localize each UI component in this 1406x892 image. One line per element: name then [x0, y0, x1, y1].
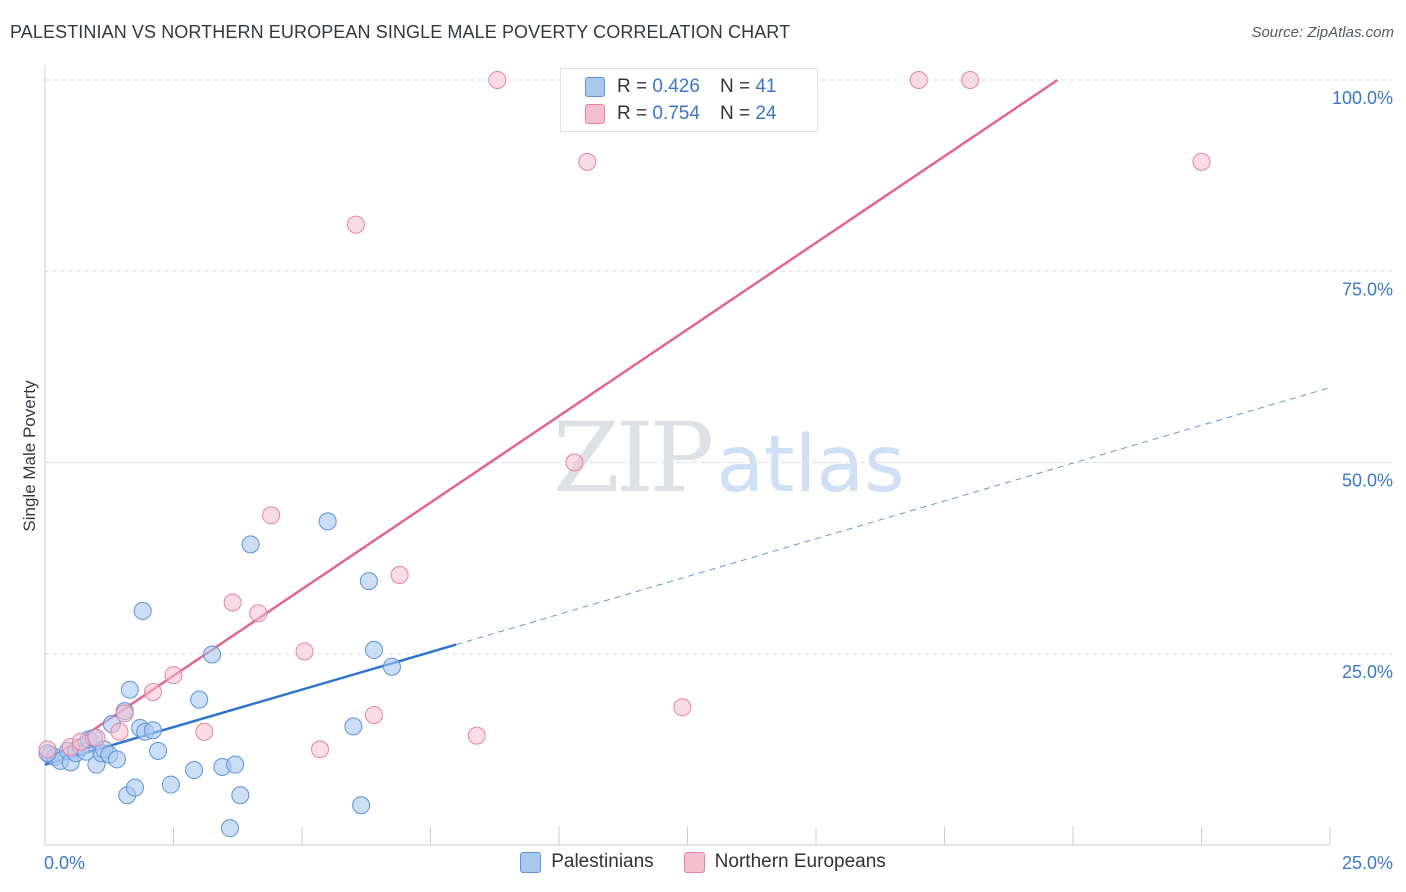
northern-europeans-point — [295, 642, 314, 661]
northern-europeans-legend-label: Northern Europeans — [714, 851, 886, 872]
y-tick-label: 25.0% — [1342, 662, 1393, 682]
palestinians-point — [359, 572, 378, 591]
northern-europeans-point — [578, 152, 597, 171]
palestinians-point — [143, 721, 162, 740]
northern-europeans-point — [390, 565, 409, 584]
northern-europeans-swatch — [585, 104, 605, 124]
source-label: Source: ZipAtlas.com — [1251, 24, 1394, 41]
palestinians-point — [382, 657, 401, 676]
chart-title: PALESTINIAN VS NORTHERN EUROPEAN SINGLE … — [10, 22, 791, 42]
x-tick-label: 0.0% — [44, 853, 85, 873]
northern-europeans-point — [1192, 152, 1211, 171]
legend-n-value: 41 — [755, 76, 777, 97]
legend-row-northern-europeans: R = 0.754 N = 24 — [585, 101, 776, 127]
northern-europeans-point — [364, 705, 383, 724]
palestinians-point — [107, 750, 126, 769]
northern-europeans-point — [87, 728, 106, 747]
northern-europeans-point — [909, 71, 928, 89]
northern-europeans-point — [143, 683, 162, 701]
northern-europeans-point — [223, 593, 242, 612]
palestinians-point — [190, 690, 209, 709]
northern-europeans-point — [110, 722, 129, 741]
stats-legend: R = 0.426 N = 41 R = 0.754 N = 24 — [560, 68, 818, 132]
legend-item-northern-europeans[interactable]: Northern Europeans — [683, 851, 886, 873]
northern-europeans-point — [262, 506, 281, 525]
palestinians-point — [364, 640, 383, 659]
northern-europeans-point — [467, 726, 486, 745]
axes — [44, 65, 1331, 846]
palestinians-point — [231, 786, 250, 805]
palestinians-point — [161, 775, 180, 794]
legend-item-palestinians[interactable]: Palestinians — [520, 851, 654, 873]
palestinians-point — [344, 717, 363, 736]
legend-r-label: R = — [617, 103, 648, 124]
palestinians-point — [185, 761, 204, 780]
data-points — [38, 71, 1211, 838]
palestinians-legend-label: Palestinians — [551, 851, 654, 872]
palestinians-swatch — [585, 77, 605, 97]
y-tick-label: 100.0% — [1332, 88, 1393, 108]
legend-n-label: N = — [719, 76, 751, 97]
palestinians-point — [221, 819, 240, 838]
y-tick-label: 50.0% — [1342, 471, 1393, 491]
palestinians-point — [241, 535, 260, 554]
legend-r-value: 0.754 — [652, 103, 700, 124]
palestinians-trend-extension — [456, 387, 1331, 646]
legend-r-label: R = — [617, 76, 648, 97]
northern-europeans-point — [673, 698, 692, 717]
palestinians-point — [226, 755, 245, 774]
northern-europeans-point — [961, 71, 980, 89]
legend-r-value: 0.426 — [652, 76, 700, 97]
northern-europeans-point — [71, 732, 90, 751]
northern-europeans-point — [346, 215, 365, 234]
northern-europeans-point — [565, 453, 584, 472]
northern-europeans-point — [195, 722, 214, 741]
y-tick-label: 75.0% — [1342, 279, 1393, 299]
palestinians-point — [133, 601, 152, 620]
northern-europeans-legend-swatch — [683, 851, 705, 873]
northern-europeans-point — [249, 604, 268, 623]
x-tick-label: 25.0% — [1342, 853, 1393, 873]
grid — [45, 79, 1392, 655]
northern-europeans-point — [310, 740, 329, 759]
y-axis-title: Single Male Poverty — [20, 380, 39, 532]
northern-europeans-point — [115, 704, 134, 723]
palestinians-point — [203, 645, 222, 664]
palestinians-point — [318, 512, 337, 531]
palestinians-point — [125, 778, 144, 797]
northern-europeans-point — [164, 666, 183, 685]
trend-lines — [44, 78, 1331, 766]
northern-europeans-trend-line — [44, 78, 1059, 764]
series-legend: Palestinians Northern Europeans — [0, 851, 1406, 873]
legend-row-palestinians: R = 0.426 N = 41 — [585, 74, 776, 100]
palestinians-legend-swatch — [520, 851, 542, 873]
palestinians-point — [352, 796, 371, 815]
palestinians-point — [149, 741, 168, 760]
legend-n-value: 24 — [755, 103, 777, 124]
northern-europeans-point — [38, 740, 57, 759]
palestinians-point — [120, 680, 139, 699]
tick-labels: 25.0% 50.0% 75.0% 100.0% 0.0% 25.0% Single Mal… — [20, 88, 1393, 873]
legend-n-label: N = — [719, 103, 751, 124]
northern-europeans-point — [488, 71, 507, 89]
